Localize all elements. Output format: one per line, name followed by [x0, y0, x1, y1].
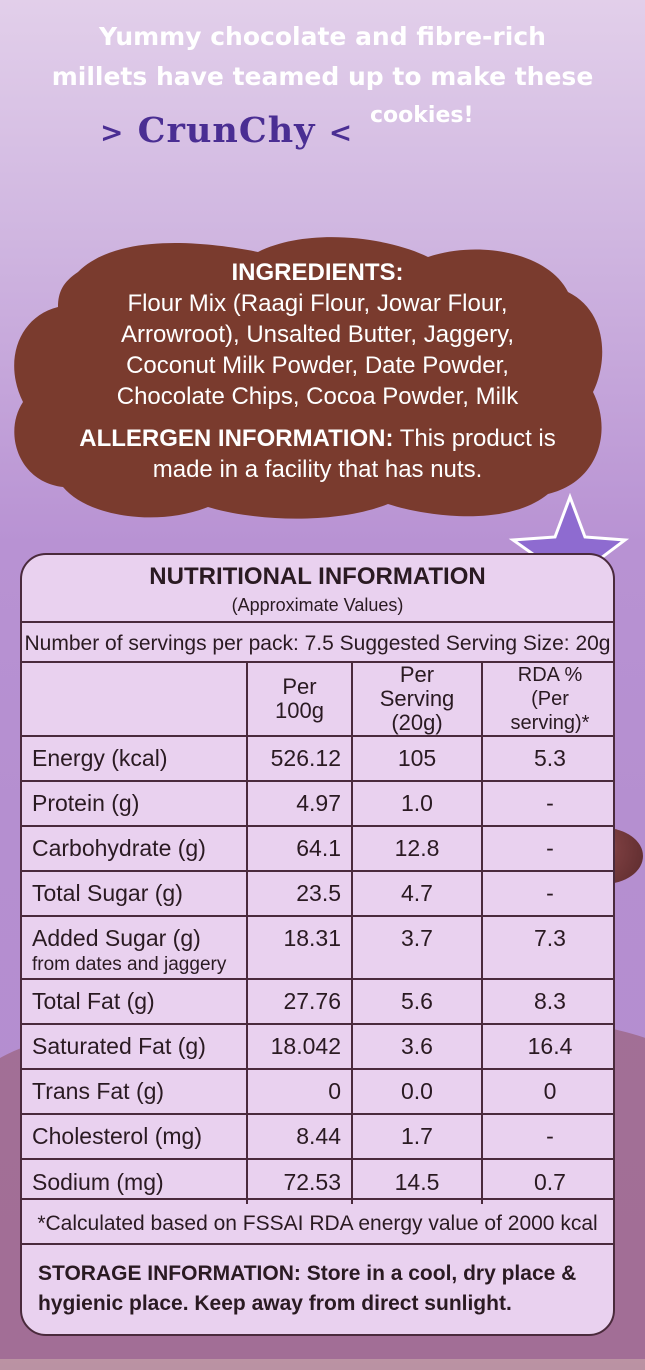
- burst-left-icon: >: [100, 116, 125, 149]
- value-rda: -: [481, 870, 613, 916]
- value-per-serving: 5.6: [351, 978, 482, 1024]
- value-per-serving: 12.8: [351, 825, 482, 871]
- header-per-serving-line2: (20g): [391, 710, 443, 735]
- value-per-serving: 1.0: [351, 780, 482, 826]
- nutrient-name: Sodium (mg): [22, 1158, 247, 1204]
- value-per-serving: 1.7: [351, 1113, 482, 1159]
- value-rda: -: [481, 780, 613, 826]
- ingredients-line: Coconut Milk Powder, Date Powder,: [126, 352, 509, 379]
- value-per-serving: 105: [351, 735, 482, 781]
- allergen-label: ALLERGEN INFORMATION:: [79, 425, 394, 452]
- nutrient-name: Total Fat (g): [22, 978, 247, 1024]
- nutrient-name: Trans Fat (g): [22, 1068, 247, 1114]
- storage-text: Store in a cool, dry place &: [300, 1262, 577, 1285]
- rda-footnote: *Calculated based on FSSAI RDA energy va…: [22, 1198, 613, 1248]
- value-per-100g: 72.53: [246, 1158, 352, 1204]
- servings-info: Number of servings per pack: 7.5 Suggest…: [22, 621, 613, 665]
- value-per-serving: 14.5: [351, 1158, 482, 1204]
- header-per-100g: Per 100g: [246, 661, 352, 736]
- headline-line-3: cookies!: [370, 103, 474, 128]
- value-rda: 16.4: [481, 1023, 613, 1069]
- table-row: Trans Fat (g) 0 0.0 0: [22, 1068, 613, 1114]
- header-per-serving: Per Serving (20g): [351, 661, 482, 736]
- nutrient-name: Saturated Fat (g): [22, 1023, 247, 1069]
- storage-label: STORAGE INFORMATION:: [38, 1262, 301, 1285]
- table-header-row: Per 100g Per Serving (20g) RDA % (Per se…: [22, 661, 613, 736]
- table-row: Total Sugar (g) 23.5 4.7 -: [22, 870, 613, 916]
- nutrition-title: NUTRITIONAL INFORMATION: [149, 563, 486, 590]
- allergen-text: This product is: [393, 425, 556, 452]
- value-per-100g: 18.31: [246, 915, 352, 979]
- burst-right-icon: <: [328, 116, 354, 149]
- nutrient-name: Carbohydrate (g): [22, 825, 247, 871]
- table-row: Carbohydrate (g) 64.1 12.8 -: [22, 825, 613, 871]
- value-per-serving: 3.7: [351, 915, 482, 979]
- value-per-100g: 18.042: [246, 1023, 352, 1069]
- value-per-100g: 0: [246, 1068, 352, 1114]
- value-rda: 7.3: [481, 915, 613, 979]
- value-per-serving: 0.0: [351, 1068, 482, 1114]
- allergen-line-2: made in a facility that has nuts.: [152, 456, 483, 483]
- table-row: Saturated Fat (g) 18.042 3.6 16.4: [22, 1023, 613, 1069]
- value-per-100g: 526.12: [246, 735, 352, 781]
- storage-line-1: STORAGE INFORMATION: Store in a cool, dr…: [38, 1259, 597, 1289]
- nutrient-name: Cholesterol (mg): [22, 1113, 247, 1159]
- brand-wordmark: > CrunChy <: [100, 110, 353, 151]
- table-row: Total Fat (g) 27.76 5.6 8.3: [22, 978, 613, 1024]
- value-per-100g: 27.76: [246, 978, 352, 1024]
- storage-info: STORAGE INFORMATION: Store in a cool, dr…: [22, 1243, 613, 1334]
- table-row: Sodium (mg) 72.53 14.5 0.7: [22, 1158, 613, 1204]
- table-row: Added Sugar (g) from dates and jaggery 1…: [22, 915, 613, 979]
- header-rda: RDA % (Per serving)*: [481, 661, 613, 736]
- table-row: Protein (g) 4.97 1.0 -: [22, 780, 613, 826]
- brand-name: CrunChy: [137, 110, 316, 151]
- nutrient-name: Energy (kcal): [22, 735, 247, 781]
- value-per-100g: 23.5: [246, 870, 352, 916]
- ingredients-title: INGREDIENTS:: [231, 259, 404, 286]
- ingredients-line: Chocolate Chips, Cocoa Powder, Milk: [116, 383, 519, 410]
- nutrition-table: Per 100g Per Serving (20g) RDA % (Per se…: [22, 661, 613, 1204]
- header-rda-line1: RDA %: [517, 664, 583, 686]
- storage-line-2: hygienic place. Keep away from direct su…: [38, 1292, 512, 1315]
- headline-line-1: Yummy chocolate and fibre-rich: [99, 22, 546, 51]
- value-rda: -: [481, 825, 613, 871]
- value-per-serving: 3.6: [351, 1023, 482, 1069]
- allergen-line-1: ALLERGEN INFORMATION: This product is: [40, 423, 595, 454]
- header-rda-line2: (Per serving)*: [510, 688, 590, 734]
- nutrition-panel: NUTRITIONAL INFORMATION (Approximate Val…: [20, 553, 615, 1336]
- value-rda: -: [481, 1113, 613, 1159]
- nutrient-name-main: Added Sugar (g): [32, 925, 201, 951]
- ingredients-line: Arrowroot), Unsalted Butter, Jaggery,: [120, 321, 515, 348]
- ingredients-line: Flour Mix (Raagi Flour, Jowar Flour,: [127, 290, 508, 317]
- nutrient-name: Added Sugar (g) from dates and jaggery: [22, 915, 247, 979]
- ingredients-block: INGREDIENTS: Flour Mix (Raagi Flour, Jow…: [40, 257, 595, 412]
- header-blank: [22, 661, 247, 736]
- nutrient-note: from dates and jaggery: [32, 954, 227, 975]
- nutrient-name: Total Sugar (g): [22, 870, 247, 916]
- value-rda: 0: [481, 1068, 613, 1114]
- allergen-block: ALLERGEN INFORMATION: This product is ma…: [40, 423, 595, 485]
- ingredients-cloud-shape: [14, 237, 603, 519]
- value-per-100g: 64.1: [246, 825, 352, 871]
- table-row: Cholesterol (mg) 8.44 1.7 -: [22, 1113, 613, 1159]
- header-per-serving-line1: Per Serving: [379, 662, 455, 711]
- value-per-serving: 4.7: [351, 870, 482, 916]
- value-rda: 0.7: [481, 1158, 613, 1204]
- value-per-100g: 4.97: [246, 780, 352, 826]
- nutrient-name: Protein (g): [22, 780, 247, 826]
- value-per-100g: 8.44: [246, 1113, 352, 1159]
- value-rda: 5.3: [481, 735, 613, 781]
- value-rda: 8.3: [481, 978, 613, 1024]
- nutrition-subtitle: (Approximate Values): [231, 595, 404, 615]
- headline-line-2: millets have teamed up to make these: [51, 62, 594, 91]
- table-row: Energy (kcal) 526.12 105 5.3: [22, 735, 613, 781]
